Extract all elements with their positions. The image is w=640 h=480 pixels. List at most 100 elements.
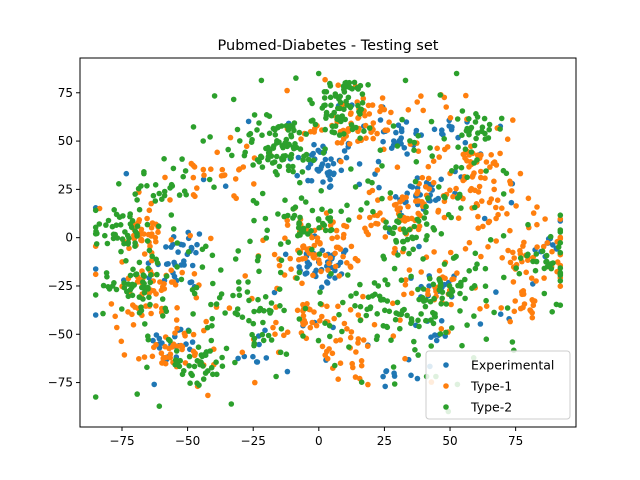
data-point xyxy=(274,171,280,178)
data-point xyxy=(148,257,155,264)
data-point xyxy=(542,216,548,222)
data-point xyxy=(310,117,316,124)
data-point xyxy=(357,317,364,324)
data-point xyxy=(315,337,322,344)
data-point xyxy=(472,204,478,211)
data-point xyxy=(261,308,267,314)
data-point xyxy=(163,308,170,315)
data-point xyxy=(232,310,239,316)
data-point xyxy=(344,260,350,266)
data-point xyxy=(189,372,195,379)
data-point xyxy=(277,303,283,309)
data-point xyxy=(161,188,168,195)
data-point xyxy=(352,184,359,190)
data-point xyxy=(128,224,135,231)
data-point xyxy=(383,323,390,330)
data-point xyxy=(132,228,139,234)
data-point xyxy=(305,156,312,163)
data-point xyxy=(235,279,242,285)
data-point xyxy=(530,302,537,309)
data-point xyxy=(134,391,140,397)
data-point xyxy=(387,195,393,201)
data-point xyxy=(319,343,326,350)
data-point xyxy=(405,203,411,210)
data-point xyxy=(326,260,332,267)
series-type-1 xyxy=(92,76,564,399)
data-point xyxy=(209,323,215,329)
data-point xyxy=(281,332,287,339)
data-point xyxy=(228,401,235,407)
data-point xyxy=(403,277,409,283)
data-point xyxy=(180,173,186,180)
data-point xyxy=(332,91,339,97)
data-point xyxy=(108,301,115,307)
data-point xyxy=(103,270,110,276)
data-point xyxy=(471,160,477,166)
data-point xyxy=(114,235,121,241)
data-point xyxy=(318,188,325,194)
data-point xyxy=(413,198,419,204)
data-point xyxy=(344,326,350,332)
data-point xyxy=(477,321,484,327)
data-point xyxy=(525,221,531,228)
data-point xyxy=(533,258,540,265)
data-point xyxy=(296,316,303,322)
data-point xyxy=(338,167,345,174)
data-point xyxy=(242,273,248,279)
data-point xyxy=(141,289,148,296)
data-point xyxy=(286,141,293,148)
data-point xyxy=(328,102,334,109)
data-point xyxy=(305,164,312,171)
data-point xyxy=(234,126,241,133)
data-point xyxy=(420,256,426,262)
data-point xyxy=(271,251,278,258)
data-point xyxy=(322,320,328,327)
data-point xyxy=(483,159,490,165)
data-point xyxy=(516,270,523,277)
data-point xyxy=(491,186,498,193)
data-point xyxy=(118,248,124,255)
data-point xyxy=(199,264,206,270)
data-point xyxy=(386,119,392,125)
legend-marker xyxy=(443,404,449,410)
data-point xyxy=(259,331,266,338)
data-point xyxy=(424,233,430,239)
data-point xyxy=(322,156,329,163)
data-point xyxy=(375,283,382,289)
data-point xyxy=(117,222,124,228)
data-point xyxy=(285,167,292,174)
data-point xyxy=(328,156,334,162)
data-point xyxy=(291,120,298,126)
data-point xyxy=(333,244,340,251)
data-point xyxy=(309,234,315,241)
data-point xyxy=(555,244,562,250)
data-point xyxy=(528,275,535,282)
data-point xyxy=(296,220,302,226)
data-point xyxy=(295,154,302,161)
data-point xyxy=(145,231,152,238)
data-point xyxy=(174,305,180,311)
data-point xyxy=(328,112,335,119)
data-point xyxy=(462,295,468,302)
data-point xyxy=(170,165,177,172)
data-point xyxy=(505,247,511,254)
data-point xyxy=(480,223,486,230)
data-point xyxy=(118,338,125,345)
data-point xyxy=(148,225,155,231)
data-point xyxy=(479,198,485,204)
data-point xyxy=(141,354,148,360)
data-point xyxy=(374,130,380,137)
data-point xyxy=(458,205,464,211)
data-point xyxy=(219,354,225,361)
data-point xyxy=(230,96,237,103)
data-point xyxy=(315,70,322,77)
data-point xyxy=(256,120,262,126)
data-point xyxy=(221,172,228,178)
data-point xyxy=(318,268,324,275)
data-point xyxy=(235,355,241,362)
data-point xyxy=(176,192,183,198)
data-point xyxy=(313,322,320,329)
data-point xyxy=(406,267,413,273)
data-point xyxy=(366,111,373,117)
data-point xyxy=(92,231,99,237)
